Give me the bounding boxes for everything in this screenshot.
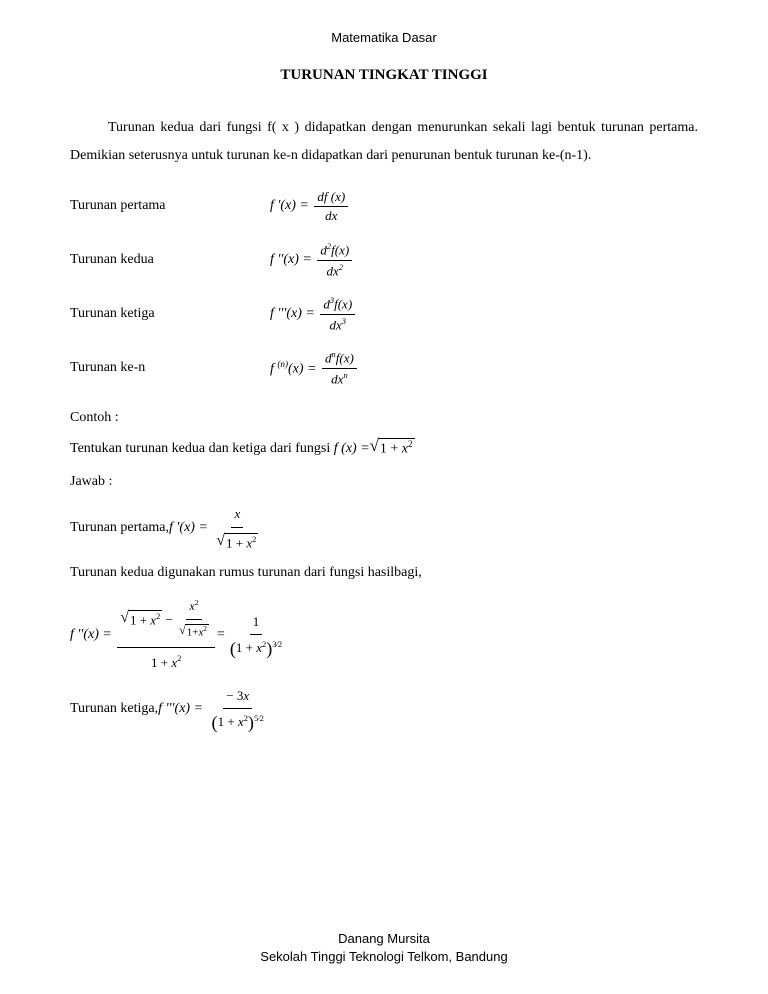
fraction: d2f(x) dx2 [317,241,352,279]
radicand: 1+x2 [185,624,209,640]
denominator: dxn [328,369,351,387]
def-label: Turunan ke-n [70,360,270,376]
footer-author: Danang Mursita [0,930,768,948]
fprime-lhs: f '(x) = [169,515,208,540]
fpp-lhs: f ''(x) = [70,622,112,647]
intro-paragraph: Turunan kedua dari fungsi f( x ) didapat… [70,114,698,170]
denominator: (1 + x2)5⁄2 [209,709,267,733]
turunan-ketiga-text: Turunan ketiga, [70,696,158,721]
denominator: dx2 [324,261,347,279]
radicand: 1 + x2 [224,533,258,551]
fraction-result: 1 (1 + x2)3⁄2 [227,610,285,660]
turunan-pertama-text: Turunan pertama, [70,515,169,540]
denominator: √ 1+x2 [176,620,212,644]
radicand: 1 + x2 [378,438,415,458]
lhs: f '''(x) = [270,306,315,322]
numerator: d2f(x) [317,241,352,260]
turunan-pertama-line: Turunan pertama, f '(x) = x √ 1 + x2 [70,502,698,552]
def-formula: f '''(x) = d3f(x) dx3 [270,295,698,333]
radicand: 1 + x2 [128,610,162,628]
jawab-label: Jawab : [70,469,698,494]
numerator: x2 [186,595,201,620]
numerator: df (x) [314,189,348,207]
def-formula: f '(x) = df (x) dx [270,189,698,224]
lhs: f (n)(x) = [270,359,317,378]
sqrt-expr: √ 1 + x2 [120,610,162,628]
lhs: f ''(x) = [270,252,312,268]
numerator: x [231,502,243,527]
equals: = [217,622,225,647]
turunan-kedua-text: Turunan kedua digunakan rumus turunan da… [70,560,698,585]
nested-fraction: x2 √ 1+x2 [176,595,212,643]
page-footer: Danang Mursita Sekolah Tinggi Teknologi … [0,930,768,966]
numerator: dnf(x) [322,349,357,368]
fx-lhs: f (x) = [334,436,370,461]
numerator: √ 1 + x2 − x2 √ 1+x2 [117,595,215,647]
def-label: Turunan ketiga [70,306,270,322]
fpp-formula: f ''(x) = √ 1 + x2 − x2 √ 1+x2 [70,595,698,674]
sqrt-expr: √ 1+x2 [179,624,209,640]
denominator: (1 + x2)3⁄2 [227,635,285,659]
denominator: dx [322,207,340,224]
fraction: df (x) dx [314,189,348,224]
footer-institution: Sekolah Tinggi Teknologi Telkom, Bandung [0,948,768,966]
page: Matematika Dasar TURUNAN TINGKAT TINGGI … [0,0,768,994]
fraction: dnf(x) dxn [322,349,357,387]
big-fraction: √ 1 + x2 − x2 √ 1+x2 1 + x2 [117,595,215,674]
def-row-kedua: Turunan kedua f ''(x) = d2f(x) dx2 [70,236,698,284]
denominator: 1 + x2 [148,648,184,674]
turunan-ketiga-line: Turunan ketiga, f '''(x) = − 3x (1 + x2)… [70,684,698,734]
tentukan-line: Tentukan turunan kedua dan ketiga dari f… [70,436,698,461]
fraction: − 3x (1 + x2)5⁄2 [209,684,267,734]
page-header: Matematika Dasar [70,30,698,45]
numerator: 1 [250,610,263,635]
fraction: x √ 1 + x2 [213,502,261,552]
tentukan-text: Tentukan turunan kedua dan ketiga dari f… [70,436,330,461]
def-label: Turunan kedua [70,252,270,268]
sqrt-expr: √ 1 + x2 [370,438,415,458]
def-formula: f (n)(x) = dnf(x) dxn [270,349,698,387]
def-row-pertama: Turunan pertama f '(x) = df (x) dx [70,182,698,230]
fppp-lhs: f '''(x) = [158,696,203,721]
denominator: dx3 [327,315,350,333]
denominator: √ 1 + x2 [213,528,261,552]
numerator: − 3x [223,684,252,709]
def-label: Turunan pertama [70,198,270,214]
def-formula: f ''(x) = d2f(x) dx2 [270,241,698,279]
numerator: d3f(x) [320,295,355,314]
page-title: TURUNAN TINGKAT TINGGI [70,67,698,84]
fraction: d3f(x) dx3 [320,295,355,333]
sqrt-expr: √ 1 + x2 [216,533,258,551]
def-row-ke-n: Turunan ke-n f (n)(x) = dnf(x) dxn [70,344,698,392]
def-row-ketiga: Turunan ketiga f '''(x) = d3f(x) dx3 [70,290,698,338]
intro-text: Turunan kedua dari fungsi f( x ) didapat… [70,120,698,163]
lhs: f '(x) = [270,198,309,214]
contoh-label: Contoh : [70,410,698,426]
